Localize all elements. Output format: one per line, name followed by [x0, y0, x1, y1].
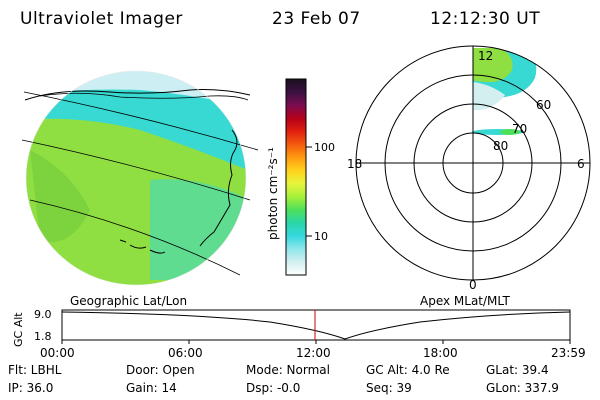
colorbar: 100 10 photon cm⁻²s⁻¹	[266, 78, 335, 276]
mlt-label-12: 12	[478, 49, 493, 63]
flt-info: Flt: LBHL	[8, 363, 62, 377]
polar-arc-green	[500, 129, 520, 135]
door-info: Door: Open	[126, 363, 195, 377]
mlat-label-70: 70	[512, 122, 527, 136]
time-label: 12:12:30 UT	[430, 9, 541, 29]
lat-line-3	[29, 199, 241, 276]
disc-dark-patch	[30, 150, 90, 242]
ytick-label-1-8: 1.8	[34, 330, 52, 343]
apex-label: Apex MLat/MLT	[420, 294, 510, 308]
mlat-label-80: 80	[493, 139, 508, 153]
colorbar-rect	[285, 78, 307, 276]
xtick-label-1800: 18:00	[423, 346, 458, 360]
altitude-frame	[61, 309, 571, 341]
date-label: 23 Feb 07	[272, 9, 361, 29]
mlt-label-6: 6	[577, 157, 585, 171]
altitude-plot: GC Alt 9.0 1.8 00:00 06:00 12:00 18:00 2…	[12, 308, 586, 360]
colorbar-tick-label-100: 100	[314, 141, 335, 154]
coastline-north	[24, 89, 251, 101]
seq-info: Seq: 39	[366, 381, 412, 395]
ytick-label-9: 9.0	[34, 308, 52, 321]
geographic-image	[21, 70, 259, 286]
lat-line-2	[21, 139, 251, 201]
gain-info: Gain: 14	[126, 381, 177, 395]
mode-info: Mode: Normal	[246, 363, 330, 377]
ip-info: IP: 36.0	[8, 381, 54, 395]
polar-emission-green	[473, 48, 513, 82]
xtick-label-1200: 12:00	[296, 346, 331, 360]
polar-emission-light	[473, 82, 505, 110]
mlt-label-0: 0	[469, 278, 477, 292]
altitude-ylabel: GC Alt	[12, 312, 25, 347]
xtick-label-0600: 06:00	[168, 346, 203, 360]
glon-info: GLon: 337.9	[486, 381, 559, 395]
lat-line-1	[23, 91, 259, 151]
xtick-label-0000: 00:00	[40, 346, 75, 360]
coastline-east	[199, 129, 238, 247]
disc-outline	[25, 70, 247, 286]
colorbar-label: photon cm⁻²s⁻¹	[266, 147, 280, 240]
mlt-label-18: 18	[347, 157, 362, 171]
altitude-curve	[61, 311, 571, 340]
gc-alt-info: GC Alt: 4.0 Re	[366, 363, 450, 377]
instrument-title: Ultraviolet Imager	[20, 9, 183, 29]
polar-plot: 12 18 6 0 60 70 80	[347, 45, 591, 292]
mlat-label-60: 60	[536, 98, 551, 112]
geographic-label: Geographic Lat/Lon	[70, 294, 187, 308]
dsp-info: Dsp: -0.0	[246, 381, 301, 395]
glat-info: GLat: 39.4	[486, 363, 549, 377]
coastline-islands	[119, 239, 166, 254]
colorbar-tick-label-10: 10	[314, 230, 328, 243]
xtick-label-2359: 23:59	[551, 346, 586, 360]
coastline-north-2	[39, 92, 249, 101]
